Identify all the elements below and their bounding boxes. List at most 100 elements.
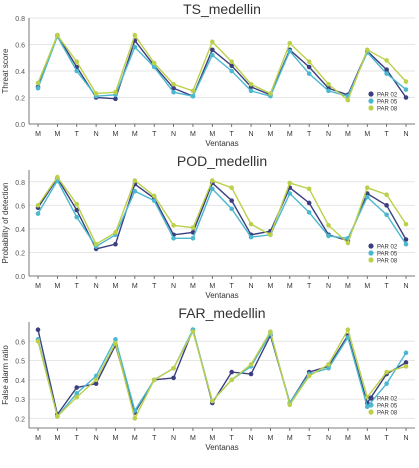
legend-label: PAR 08: [377, 411, 398, 417]
y-tick-label: 0.6: [15, 43, 25, 50]
x-tick-label: T: [307, 283, 312, 290]
x-tick-label: N: [326, 283, 331, 290]
x-tick-label: T: [307, 131, 312, 138]
data-point: [384, 212, 389, 218]
data-point: [190, 225, 196, 231]
data-point: [287, 48, 293, 54]
x-tick-label: M: [287, 435, 293, 442]
legend-marker: [368, 91, 374, 97]
data-point: [113, 241, 118, 247]
data-point: [132, 44, 138, 50]
x-tick-label: T: [230, 283, 235, 290]
legend-label: PAR 02: [377, 93, 398, 99]
data-point: [306, 186, 312, 192]
data-point: [287, 40, 293, 46]
x-tick-label: N: [94, 435, 99, 442]
data-point: [287, 180, 293, 186]
data-point: [306, 71, 312, 76]
x-tick-label: M: [364, 435, 370, 442]
x-tick-label: M: [132, 435, 138, 442]
series-line-par-08: [37, 327, 407, 421]
x-tick-label: M: [190, 435, 196, 442]
data-point: [55, 414, 60, 419]
data-point: [74, 68, 80, 74]
data-point: [151, 60, 157, 66]
legend-label: PAR 05: [377, 404, 398, 410]
x-tick-label: N: [171, 283, 176, 290]
data-point: [248, 88, 254, 94]
data-point: [93, 381, 99, 386]
y-tick-label: 0.4: [15, 227, 25, 234]
data-point: [190, 236, 196, 241]
x-tick-label: M: [132, 283, 138, 290]
data-point: [35, 327, 41, 333]
data-point: [93, 91, 99, 96]
data-point: [35, 85, 41, 91]
data-point: [287, 402, 293, 408]
data-point: [229, 63, 234, 68]
chart-title: TS_medellin: [183, 1, 261, 17]
x-tick-label: M: [287, 283, 293, 290]
x-tick-label: N: [171, 435, 176, 442]
data-point: [132, 178, 138, 183]
x-tick-label: M: [209, 131, 215, 138]
data-point: [35, 203, 41, 208]
data-point: [364, 47, 370, 53]
y-tick-label: 0.6: [15, 203, 25, 210]
data-point: [74, 207, 80, 213]
data-point: [403, 87, 409, 92]
x-tick-label: T: [384, 131, 389, 138]
data-point: [151, 193, 157, 199]
y-axis-label: Probability of detection: [1, 183, 10, 264]
data-point: [55, 32, 60, 38]
data-point: [93, 377, 99, 383]
x-tick-label: M: [267, 283, 273, 290]
x-tick-label: N: [94, 283, 99, 290]
data-point: [364, 404, 370, 410]
y-tick-label: 0.2: [15, 416, 25, 423]
x-tick-label: M: [54, 283, 60, 290]
data-point: [74, 214, 80, 220]
data-point: [403, 221, 409, 227]
data-point: [210, 52, 215, 58]
y-tick-label: 0.6: [15, 339, 25, 346]
legend-marker: [368, 250, 374, 256]
chart-panel-1: TS_medellin 0.0 0.2 0.4 0.6 0.8 M M T N M M T N M M T N M M…: [1, 1, 415, 148]
x-tick-label: M: [190, 131, 196, 138]
y-tick-label: 0.4: [15, 378, 25, 385]
data-point: [287, 191, 293, 196]
x-tick-label: T: [230, 131, 235, 138]
y-axis-label: False alarm ratio: [1, 345, 10, 405]
data-point: [326, 233, 331, 239]
legend-marker: [368, 243, 374, 249]
series-line-par-05: [37, 34, 407, 98]
data-point: [268, 232, 273, 238]
x-tick-label: T: [307, 435, 312, 442]
y-tick-label: 0.0: [15, 274, 25, 281]
data-point: [384, 369, 389, 375]
y-tick-label: 0.4: [15, 69, 25, 76]
x-tick-label: M: [54, 131, 60, 138]
data-point: [306, 59, 312, 65]
x-tick-label: M: [267, 131, 273, 138]
x-tick-label: T: [152, 131, 157, 138]
series-line-par-08: [37, 33, 407, 102]
x-axis-label: Ventanas: [205, 291, 238, 300]
data-point: [326, 88, 331, 94]
data-point: [306, 373, 312, 379]
data-point: [113, 337, 118, 342]
legend-label: PAR 05: [377, 100, 398, 106]
x-tick-label: M: [35, 283, 41, 290]
legend-label: PAR 08: [377, 107, 398, 113]
x-tick-label: M: [113, 131, 119, 138]
data-point: [35, 80, 41, 86]
data-point: [403, 364, 409, 369]
chart-title: POD_medellin: [177, 153, 267, 169]
x-tick-label: N: [249, 435, 254, 442]
data-point: [35, 211, 41, 216]
legend-marker: [368, 98, 374, 104]
y-tick-label: 0.8: [15, 16, 25, 23]
y-tick-label: 0.3: [15, 397, 25, 404]
data-point: [248, 371, 254, 377]
data-point: [248, 221, 254, 227]
